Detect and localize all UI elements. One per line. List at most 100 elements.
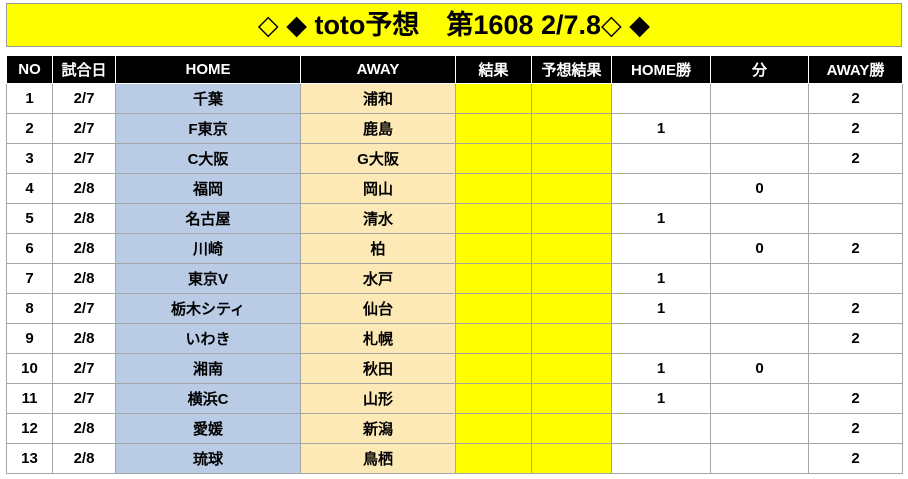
cell-draw[interactable] (710, 263, 809, 294)
cell-draw[interactable] (710, 83, 809, 114)
match-prediction-table: NO 試合日 HOME AWAY 結果 予想結果 HOME勝 分 AWAY勝 1… (6, 55, 903, 474)
cell-home-win[interactable]: 1 (611, 263, 711, 294)
cell-no: 10 (6, 353, 53, 384)
cell-away-team: 鹿島 (300, 113, 456, 144)
cell-draw[interactable]: 0 (710, 173, 809, 204)
cell-result[interactable] (455, 263, 532, 294)
cell-prediction[interactable] (531, 143, 612, 174)
cell-home-win[interactable] (611, 443, 711, 474)
cell-draw[interactable] (710, 383, 809, 414)
cell-away-team: 新潟 (300, 413, 456, 444)
cell-away-win[interactable]: 2 (808, 443, 903, 474)
cell-away-win[interactable]: 2 (808, 323, 903, 354)
cell-home-win[interactable] (611, 323, 711, 354)
table-row: 13 2/8 琉球 鳥栖 2 (6, 443, 903, 474)
cell-home-team: いわき (115, 323, 301, 354)
cell-prediction[interactable] (531, 293, 612, 324)
cell-home-win[interactable]: 1 (611, 293, 711, 324)
column-header-no[interactable]: NO (6, 55, 53, 84)
cell-away-team: 岡山 (300, 173, 456, 204)
cell-away-win[interactable] (808, 263, 903, 294)
cell-prediction[interactable] (531, 383, 612, 414)
cell-no: 5 (6, 203, 53, 234)
cell-away-win[interactable]: 2 (808, 83, 903, 114)
cell-home-win[interactable]: 1 (611, 113, 711, 144)
column-header-draw[interactable]: 分 (710, 55, 809, 84)
cell-home-win[interactable] (611, 413, 711, 444)
cell-away-win[interactable]: 2 (808, 293, 903, 324)
cell-home-win[interactable]: 1 (611, 203, 711, 234)
cell-prediction[interactable] (531, 113, 612, 144)
cell-result[interactable] (455, 323, 532, 354)
cell-away-win[interactable] (808, 353, 903, 384)
table-row: 4 2/8 福岡 岡山 0 (6, 173, 903, 204)
table-row: 12 2/8 愛媛 新潟 2 (6, 413, 903, 444)
cell-draw[interactable] (710, 443, 809, 474)
column-header-prediction[interactable]: 予想結果 (531, 55, 612, 84)
cell-date: 2/7 (52, 383, 116, 414)
cell-date: 2/7 (52, 113, 116, 144)
cell-draw[interactable] (710, 413, 809, 444)
column-header-result[interactable]: 結果 (455, 55, 532, 84)
cell-away-win[interactable]: 2 (808, 143, 903, 174)
cell-prediction[interactable] (531, 443, 612, 474)
cell-result[interactable] (455, 203, 532, 234)
cell-home-win[interactable] (611, 83, 711, 114)
page-title-banner: ◇ ◆ toto予想 第1608 2/7.8◇ ◆ (6, 3, 902, 47)
cell-draw[interactable]: 0 (710, 233, 809, 264)
cell-result[interactable] (455, 413, 532, 444)
cell-date: 2/7 (52, 83, 116, 114)
cell-away-win[interactable] (808, 173, 903, 204)
cell-away-team: 仙台 (300, 293, 456, 324)
cell-no: 2 (6, 113, 53, 144)
cell-prediction[interactable] (531, 263, 612, 294)
table-header-row: NO 試合日 HOME AWAY 結果 予想結果 HOME勝 分 AWAY勝 (6, 55, 903, 84)
cell-result[interactable] (455, 233, 532, 264)
cell-prediction[interactable] (531, 83, 612, 114)
cell-away-win[interactable]: 2 (808, 113, 903, 144)
cell-no: 8 (6, 293, 53, 324)
cell-draw[interactable] (710, 323, 809, 354)
cell-away-win[interactable]: 2 (808, 383, 903, 414)
column-header-date[interactable]: 試合日 (52, 55, 116, 84)
cell-prediction[interactable] (531, 323, 612, 354)
cell-away-win[interactable]: 2 (808, 233, 903, 264)
cell-prediction[interactable] (531, 233, 612, 264)
cell-result[interactable] (455, 353, 532, 384)
cell-home-win[interactable]: 1 (611, 353, 711, 384)
cell-prediction[interactable] (531, 353, 612, 384)
cell-draw[interactable]: 0 (710, 353, 809, 384)
cell-draw[interactable] (710, 113, 809, 144)
cell-draw[interactable] (710, 293, 809, 324)
cell-home-win[interactable] (611, 173, 711, 204)
cell-result[interactable] (455, 383, 532, 414)
cell-away-win[interactable]: 2 (808, 413, 903, 444)
column-header-away-win[interactable]: AWAY勝 (808, 55, 903, 84)
cell-result[interactable] (455, 83, 532, 114)
cell-home-team: 湘南 (115, 353, 301, 384)
cell-home-win[interactable] (611, 143, 711, 174)
cell-home-win[interactable] (611, 233, 711, 264)
table-body: 1 2/7 千葉 浦和 2 2 2/7 F東京 鹿島 1 2 3 2/7 C大阪 G大阪 2 4 2/8 福岡 岡山 0… (6, 83, 903, 474)
cell-away-win[interactable] (808, 203, 903, 234)
cell-home-win[interactable]: 1 (611, 383, 711, 414)
column-header-home[interactable]: HOME (115, 55, 301, 84)
cell-date: 2/8 (52, 203, 116, 234)
cell-no: 1 (6, 83, 53, 114)
cell-result[interactable] (455, 113, 532, 144)
cell-prediction[interactable] (531, 173, 612, 204)
cell-draw[interactable] (710, 143, 809, 174)
cell-date: 2/7 (52, 353, 116, 384)
cell-result[interactable] (455, 143, 532, 174)
table-row: 3 2/7 C大阪 G大阪 2 (6, 143, 903, 174)
cell-result[interactable] (455, 443, 532, 474)
cell-prediction[interactable] (531, 413, 612, 444)
cell-away-team: 秋田 (300, 353, 456, 384)
cell-draw[interactable] (710, 203, 809, 234)
column-header-away[interactable]: AWAY (300, 55, 456, 84)
column-header-home-win[interactable]: HOME勝 (611, 55, 711, 84)
cell-result[interactable] (455, 173, 532, 204)
table-row: 7 2/8 東京V 水戸 1 (6, 263, 903, 294)
cell-prediction[interactable] (531, 203, 612, 234)
cell-result[interactable] (455, 293, 532, 324)
